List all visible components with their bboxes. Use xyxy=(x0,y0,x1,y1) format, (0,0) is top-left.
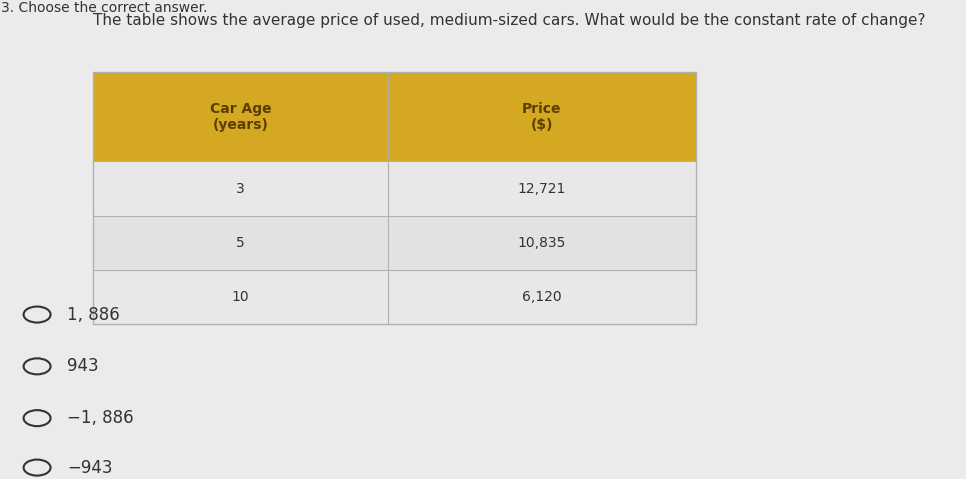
Text: The table shows the average price of used, medium-sized cars. What would be the : The table shows the average price of use… xyxy=(93,13,925,28)
Text: 1, 886: 1, 886 xyxy=(68,306,120,323)
Text: −943: −943 xyxy=(68,458,113,477)
Text: Price
($): Price ($) xyxy=(522,102,561,132)
Text: 3. Choose the correct answer.: 3. Choose the correct answer. xyxy=(1,1,208,15)
Text: 10,835: 10,835 xyxy=(518,236,566,250)
Text: Car Age
(years): Car Age (years) xyxy=(210,102,271,132)
Text: 10: 10 xyxy=(232,290,249,304)
Text: 943: 943 xyxy=(68,357,99,376)
Text: 12,721: 12,721 xyxy=(518,182,566,195)
Text: 6,120: 6,120 xyxy=(522,290,561,304)
Text: 3: 3 xyxy=(236,182,244,195)
Text: 5: 5 xyxy=(236,236,244,250)
Text: −1, 886: −1, 886 xyxy=(68,409,134,427)
